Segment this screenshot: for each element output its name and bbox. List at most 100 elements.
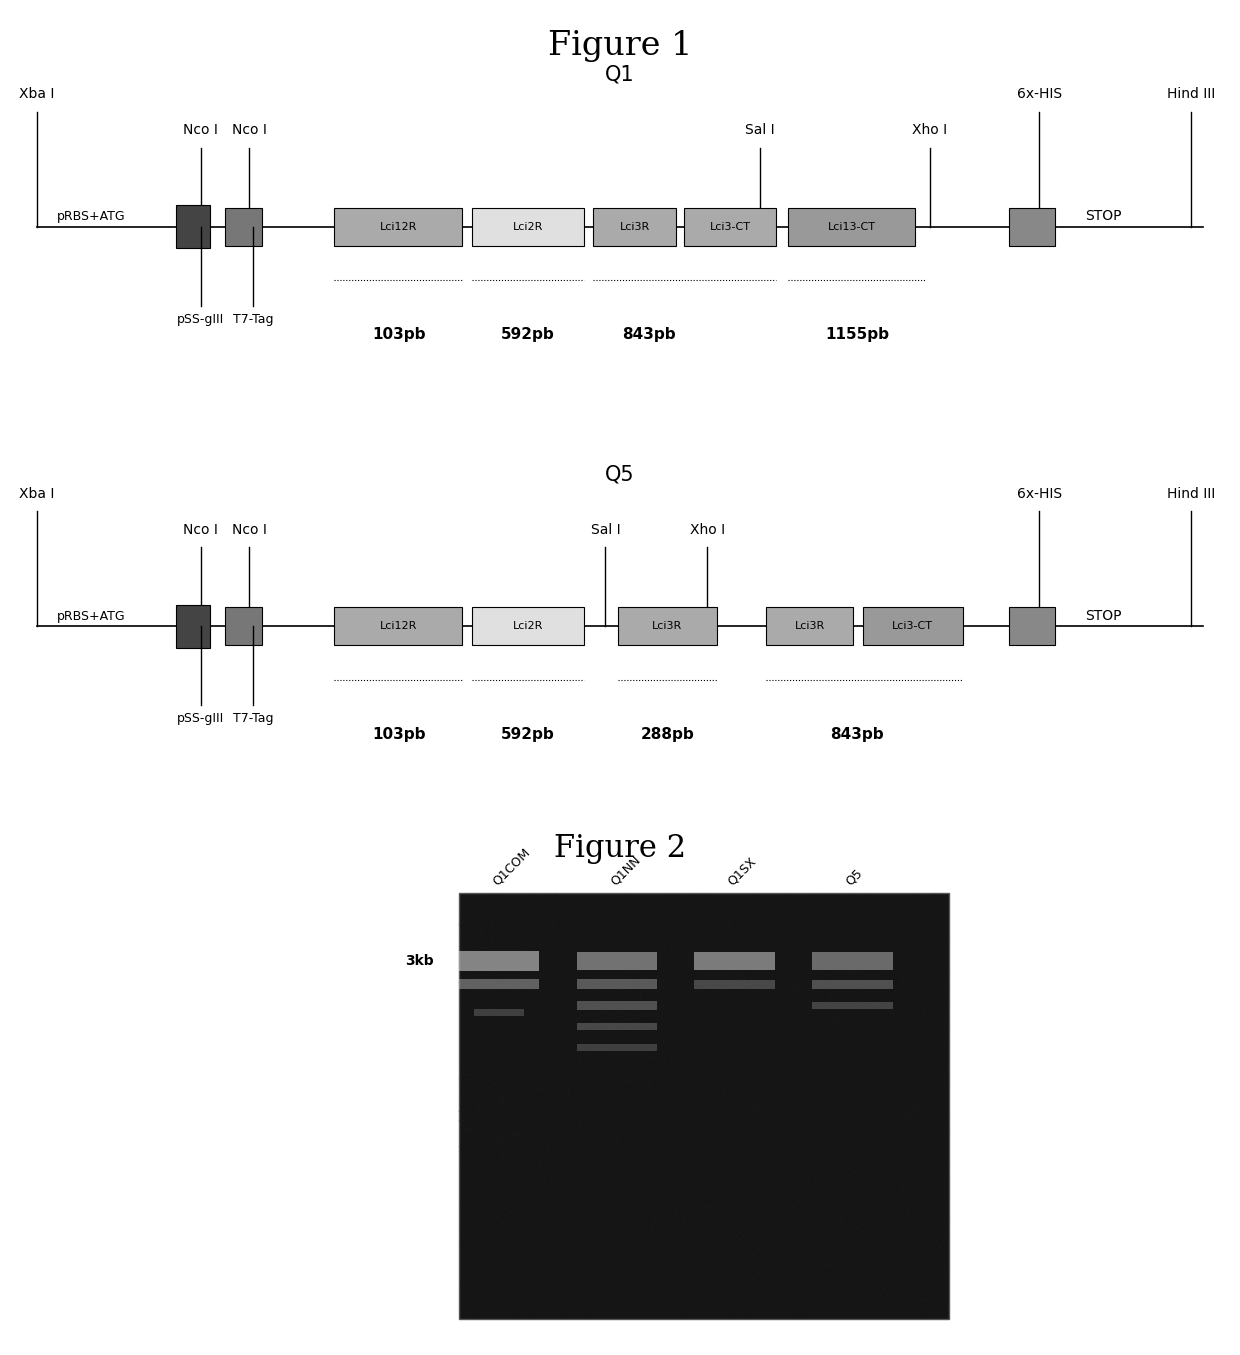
Point bbox=[559, 1180, 579, 1202]
Point bbox=[471, 1268, 491, 1290]
Point bbox=[775, 900, 795, 921]
Point bbox=[825, 1145, 844, 1167]
Point bbox=[461, 1188, 481, 1210]
Point bbox=[511, 1028, 531, 1050]
Point bbox=[756, 1095, 776, 1117]
Point bbox=[454, 940, 474, 962]
Point bbox=[645, 1209, 665, 1230]
Point bbox=[584, 1070, 604, 1092]
Point bbox=[630, 948, 650, 970]
Point bbox=[719, 1156, 739, 1177]
Point bbox=[666, 1149, 686, 1171]
Point bbox=[910, 923, 930, 944]
Point bbox=[924, 1187, 944, 1209]
Point bbox=[846, 1038, 866, 1060]
Point bbox=[663, 1229, 683, 1251]
Point bbox=[787, 1167, 807, 1188]
Point bbox=[646, 1046, 666, 1068]
Point bbox=[697, 1061, 717, 1083]
Point bbox=[844, 1057, 864, 1079]
Point bbox=[847, 1076, 867, 1098]
Point bbox=[547, 958, 567, 980]
Point bbox=[890, 932, 910, 954]
Point bbox=[467, 1238, 487, 1260]
Point bbox=[908, 906, 928, 928]
Point bbox=[449, 1068, 469, 1089]
Point bbox=[728, 934, 748, 955]
Point bbox=[748, 1145, 768, 1167]
Point bbox=[531, 1290, 551, 1312]
Point bbox=[591, 1141, 611, 1163]
Point bbox=[461, 1119, 481, 1141]
Point bbox=[868, 1287, 888, 1309]
Point bbox=[899, 991, 919, 1012]
Point bbox=[750, 1225, 770, 1247]
Point bbox=[800, 902, 820, 924]
Point bbox=[883, 1286, 903, 1308]
Point bbox=[655, 944, 675, 966]
Point bbox=[528, 1276, 548, 1298]
Point bbox=[560, 1141, 580, 1163]
Bar bbox=[812, 953, 893, 970]
Point bbox=[833, 1028, 853, 1050]
Point bbox=[552, 916, 572, 938]
Text: Xho I: Xho I bbox=[913, 123, 947, 137]
Point bbox=[474, 1001, 494, 1023]
Point bbox=[730, 902, 750, 924]
Point bbox=[750, 1111, 770, 1133]
Point bbox=[642, 1285, 662, 1306]
Point bbox=[900, 1022, 920, 1043]
Point bbox=[477, 938, 497, 959]
Point bbox=[474, 1182, 494, 1203]
Bar bbox=[577, 1001, 657, 1009]
Point bbox=[764, 1098, 784, 1119]
Point bbox=[652, 1037, 672, 1058]
Point bbox=[697, 1226, 717, 1248]
Point bbox=[580, 1106, 600, 1127]
Point bbox=[853, 1282, 873, 1304]
Point bbox=[789, 1191, 808, 1213]
Point bbox=[620, 1122, 640, 1144]
Point bbox=[503, 1199, 523, 1221]
Point bbox=[738, 1041, 758, 1062]
Point bbox=[569, 959, 589, 981]
Point bbox=[738, 996, 758, 1018]
Point bbox=[603, 1232, 622, 1253]
Point bbox=[897, 1068, 916, 1089]
Point bbox=[611, 1149, 631, 1171]
Point bbox=[786, 997, 806, 1019]
Point bbox=[906, 1228, 926, 1249]
Point bbox=[547, 1047, 567, 1069]
Point bbox=[454, 1075, 474, 1096]
Point bbox=[812, 1176, 832, 1198]
Point bbox=[928, 883, 947, 905]
Point bbox=[510, 1114, 529, 1135]
Point bbox=[585, 982, 605, 1004]
Point bbox=[537, 1015, 557, 1037]
Point bbox=[511, 1210, 531, 1232]
Point bbox=[485, 1297, 505, 1318]
Point bbox=[554, 1263, 574, 1285]
Point bbox=[580, 1228, 600, 1249]
Point bbox=[923, 1290, 942, 1312]
Point bbox=[898, 1107, 918, 1129]
Point bbox=[484, 1064, 503, 1085]
Point bbox=[565, 982, 585, 1004]
Point bbox=[553, 913, 573, 935]
Point bbox=[584, 900, 604, 921]
Point bbox=[712, 938, 732, 959]
Point bbox=[905, 1057, 925, 1079]
Point bbox=[634, 1057, 653, 1079]
Point bbox=[632, 936, 652, 958]
Point bbox=[525, 943, 544, 965]
Point bbox=[838, 1066, 858, 1088]
Bar bbox=[335, 607, 463, 645]
Point bbox=[508, 1290, 528, 1312]
Point bbox=[753, 1157, 773, 1179]
Point bbox=[453, 1134, 472, 1156]
Point bbox=[693, 930, 713, 951]
Point bbox=[696, 916, 715, 938]
Point bbox=[816, 1302, 836, 1324]
Point bbox=[739, 1272, 759, 1294]
Point bbox=[794, 898, 813, 920]
